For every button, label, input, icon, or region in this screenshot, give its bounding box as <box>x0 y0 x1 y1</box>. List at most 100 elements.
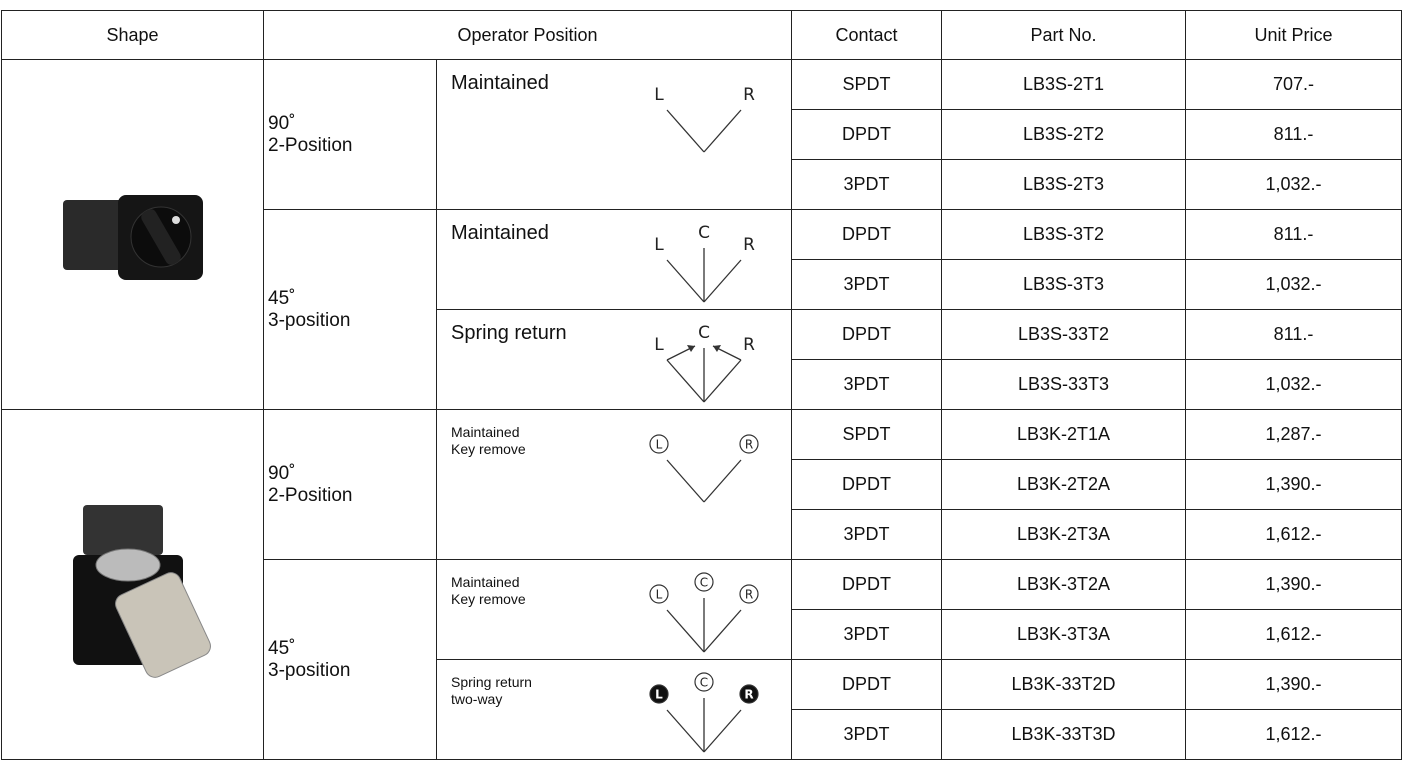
label-circle <box>649 684 669 704</box>
header-cell: Operator Position <box>263 10 792 60</box>
diagram-line <box>666 109 705 153</box>
position-cell: 90˚ 2-Position <box>263 59 437 210</box>
operator-cell: Maintained Key remove L R <box>436 409 792 560</box>
label-circle <box>649 584 669 604</box>
table-body: 90˚ 2-Position Maintained L R SPDT LB3S-2T1 707… <box>1 59 1402 760</box>
label-circle <box>739 584 759 604</box>
table-row: 3PDT LB3K-33T3D 1,612.- <box>2 709 1402 760</box>
diagram-line <box>666 459 705 503</box>
header-cell: Contact <box>791 10 942 60</box>
contact-cell: 3PDT <box>791 259 942 310</box>
diagram-line <box>703 259 742 303</box>
operator-name-line: Key remove <box>451 441 526 457</box>
contact-cell: 3PDT <box>791 509 942 560</box>
position-letter: R <box>745 588 753 602</box>
part-no-cell: LB3K-2T2A <box>941 459 1186 510</box>
part-no-cell: LB3S-3T2 <box>941 209 1186 260</box>
table-row: 45˚ 3-position Maintained L C R DPDT LB3S-3T2 81… <box>2 209 1402 410</box>
diagram-line <box>666 259 705 303</box>
price-cell: 1,390.- <box>1185 459 1402 510</box>
switch-body <box>62 199 123 270</box>
position-letter: L <box>655 688 663 702</box>
operator-name-line: Maintained <box>451 72 549 94</box>
operator-name-line: Spring return <box>451 674 532 690</box>
diagram-line <box>666 609 705 653</box>
diagram-line <box>703 359 742 403</box>
price-cell: 1,612.- <box>1185 509 1402 560</box>
position-diagram: LCR <box>649 572 759 653</box>
contact-cell: DPDT <box>791 109 942 160</box>
price-cell: 1,612.- <box>1185 609 1402 660</box>
key <box>114 571 211 678</box>
operator-name: Maintained <box>451 222 549 244</box>
position-label: 3-position <box>268 309 351 331</box>
part-no-cell: LB3K-3T3A <box>941 609 1186 660</box>
label-circle <box>649 434 669 454</box>
operator-name-line: Spring return <box>451 322 567 344</box>
position-angle: 45˚ <box>268 637 296 659</box>
header-cell: Shape <box>1 10 264 60</box>
diagram-line <box>703 459 742 503</box>
contact-cell: DPDT <box>791 659 942 710</box>
position-angle: 90˚ <box>268 112 296 134</box>
part-no-cell: LB3S-3T3 <box>941 259 1186 310</box>
position-diagram: LCR <box>654 323 755 403</box>
operator-name-line: Maintained <box>451 222 549 244</box>
position-letter: R <box>743 235 755 255</box>
position-letter: L <box>654 85 664 105</box>
position-letter: R <box>743 335 755 355</box>
position-angle: 45˚ <box>268 287 296 309</box>
table-row: 90˚ 2-Position Maintained Key remove L R SPDT L… <box>1 409 1402 760</box>
header-row: Shape Operator Position Contact Part No.… <box>1 10 1402 60</box>
arrow-head <box>713 345 721 352</box>
operator-cell: Maintained L C R <box>436 209 792 310</box>
contact-cell: 3PDT <box>791 609 942 660</box>
position-cell: 45˚ 3-position <box>263 559 437 760</box>
part-no-cell: LB3S-2T1 <box>941 59 1186 110</box>
operator-name: Maintained Key remove <box>451 574 526 608</box>
table-wrap: Shape Operator Position Contact Part No.… <box>1 10 1402 760</box>
header-cell: Part No. <box>941 10 1186 60</box>
table-row: DPDT LB3K-2T2A 1,390.- <box>2 459 1402 510</box>
switch-top <box>82 504 163 555</box>
position-cell: 90˚ 2-Position <box>263 409 437 560</box>
position-label: 3-position <box>268 659 351 681</box>
label-circle <box>694 672 714 692</box>
contact-cell: 3PDT <box>791 709 942 760</box>
operator-cell: Maintained Key remove L C R <box>436 559 792 660</box>
position-letter: R <box>744 688 753 702</box>
price-cell: 811.- <box>1185 309 1402 360</box>
price-cell: 1,287.- <box>1185 409 1402 460</box>
position-diagram: LCR <box>654 223 755 303</box>
part-no-cell: LB3K-33T3D <box>941 709 1186 760</box>
part-no-cell: LB3S-2T3 <box>941 159 1186 210</box>
diagram-line <box>703 709 742 753</box>
price-cell: 811.- <box>1185 209 1402 260</box>
position-letter: L <box>656 588 663 602</box>
price-table: Shape Operator Position Contact Part No.… <box>1 10 1402 760</box>
operator-name: Spring return two-way <box>451 674 532 708</box>
knob-bar <box>140 208 181 265</box>
position-letter: L <box>654 235 664 255</box>
operator-cell: Spring return two-way L C R <box>436 659 792 760</box>
product-image <box>72 504 211 678</box>
label-circle <box>694 572 714 592</box>
contact-cell: SPDT <box>791 59 942 110</box>
part-no-cell: LB3K-2T1A <box>941 409 1186 460</box>
table-row: 45˚ 3-position Maintained Key remove L C R DPDT… <box>2 559 1402 760</box>
price-cell: 1,032.- <box>1185 159 1402 210</box>
diagram-line <box>666 359 705 403</box>
price-cell: 707.- <box>1185 59 1402 110</box>
contact-cell: 3PDT <box>791 359 942 410</box>
position-cell: 45˚ 3-position <box>263 209 437 410</box>
part-no-cell: LB3S-2T2 <box>941 109 1186 160</box>
price-cell: 1,390.- <box>1185 559 1402 610</box>
position-letter: C <box>698 223 710 243</box>
table-row: Spring return L C R DPDT LB3S-33T2 811.- <box>2 309 1402 410</box>
part-no-cell: LB3S-33T3 <box>941 359 1186 410</box>
price-cell: 1,612.- <box>1185 709 1402 760</box>
operator-name: Maintained Key remove <box>451 424 526 458</box>
diagram-line <box>703 609 742 653</box>
